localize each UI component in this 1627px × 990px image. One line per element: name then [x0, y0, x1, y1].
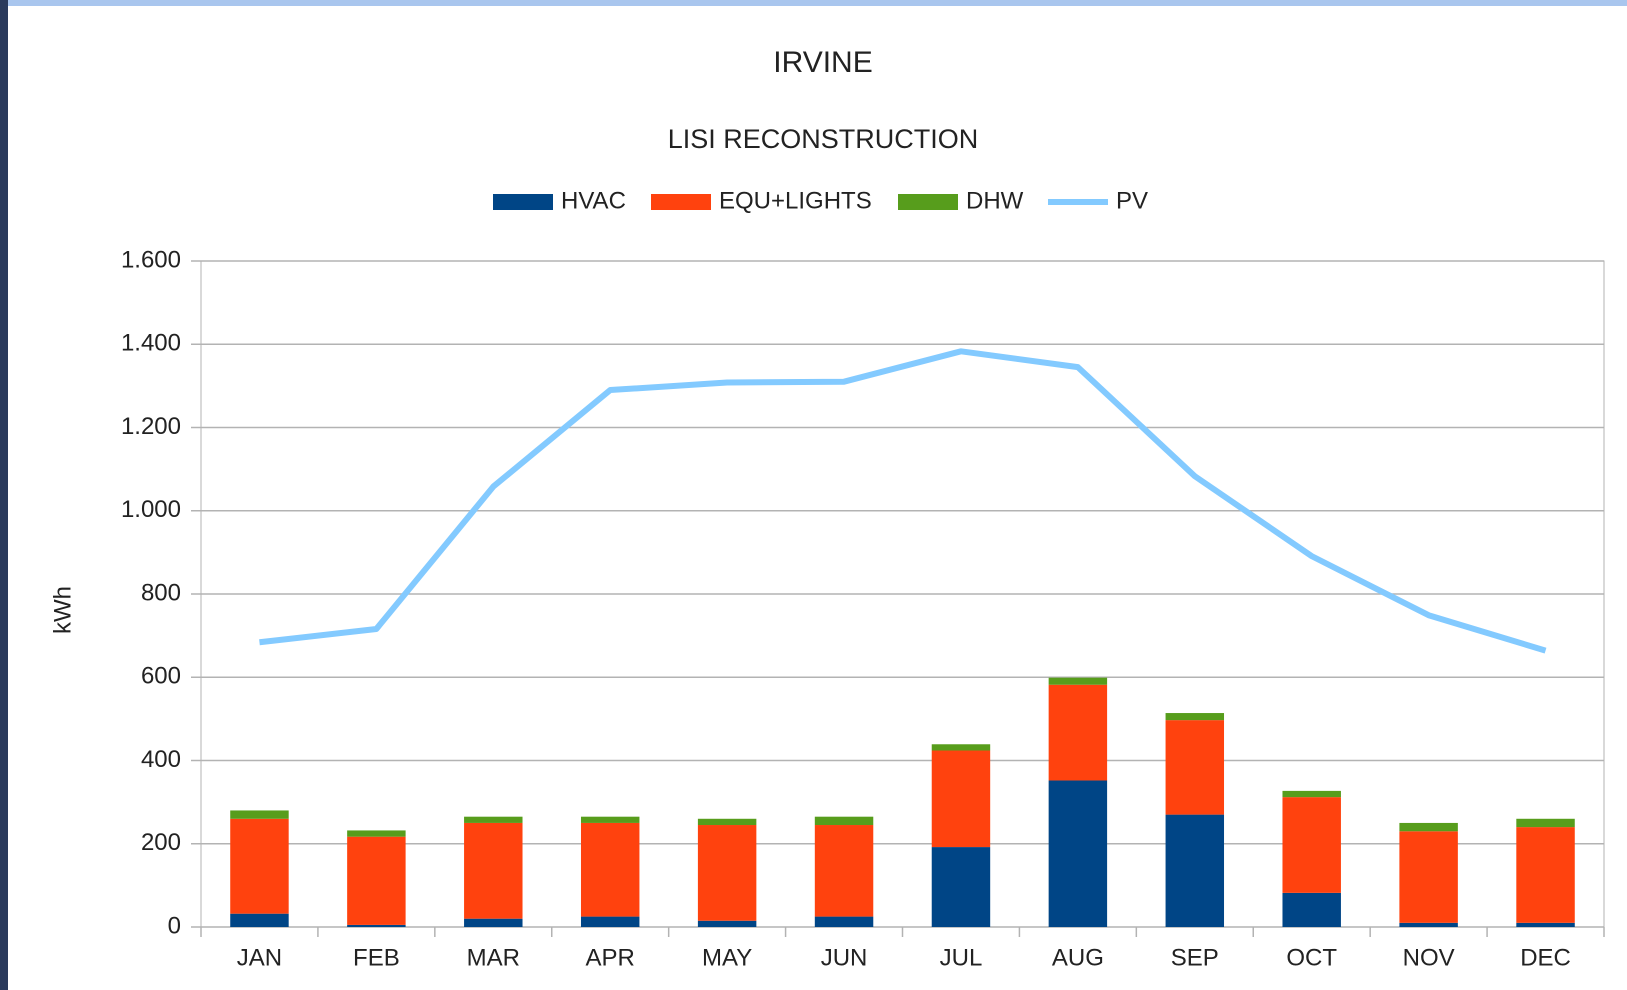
bar — [230, 818, 289, 914]
bar — [1516, 922, 1575, 927]
bar — [347, 836, 406, 925]
legend-label: PV — [1116, 187, 1148, 214]
line — [259, 348, 1547, 654]
x-tick-label: APR — [586, 944, 635, 971]
bar — [1048, 684, 1108, 781]
bar — [697, 825, 757, 921]
bar — [697, 818, 757, 826]
legend-label: EQU+LIGHTS — [719, 187, 872, 214]
x-tick-label: MAR — [467, 944, 520, 971]
bar — [230, 913, 289, 927]
x-tick-label: OCT — [1286, 944, 1337, 971]
bar — [1048, 780, 1108, 927]
chart-title: IRVINE — [773, 46, 872, 79]
x-tick-label: FEB — [353, 944, 400, 971]
bar — [1165, 713, 1225, 721]
bar — [230, 810, 289, 819]
bar — [931, 750, 991, 848]
x-tick-label: NOV — [1403, 944, 1455, 971]
bar — [464, 816, 523, 823]
y-tick-label: 600 — [141, 663, 181, 690]
y-tick-label: 1.600 — [121, 246, 181, 273]
bar — [1282, 797, 1341, 893]
bar — [1282, 790, 1341, 798]
bar — [1399, 922, 1458, 927]
bar — [931, 744, 991, 751]
x-tick-label: JUN — [821, 944, 868, 971]
y-tick-label: 800 — [141, 579, 181, 606]
y-tick-label: 1.200 — [121, 413, 181, 440]
bar — [814, 816, 874, 826]
y-tick-label: 1.400 — [121, 330, 181, 357]
bar — [347, 924, 406, 927]
legend-swatch — [493, 194, 553, 210]
bar — [464, 822, 523, 919]
y-tick-label: 1.000 — [121, 496, 181, 523]
bar — [814, 825, 874, 917]
y-tick-label: 200 — [141, 829, 181, 856]
bar — [580, 916, 640, 927]
bar — [1399, 822, 1458, 832]
bar — [1048, 677, 1108, 685]
y-axis-label: kWh — [49, 586, 76, 634]
frame-top — [0, 0, 1627, 6]
bar — [1516, 818, 1575, 828]
bar — [1165, 720, 1225, 815]
y-tick-label: 0 — [168, 912, 181, 939]
bar — [464, 918, 523, 927]
bar — [1516, 827, 1575, 923]
legend-label: DHW — [966, 187, 1024, 214]
bar — [697, 920, 757, 927]
legend-label: HVAC — [561, 187, 626, 214]
bar — [931, 847, 991, 927]
x-tick-label: MAY — [702, 944, 752, 971]
bar — [347, 830, 406, 837]
legend-swatch — [651, 194, 711, 210]
x-tick-label: JUL — [940, 944, 983, 971]
bar — [1165, 814, 1225, 927]
x-tick-label: JAN — [237, 944, 282, 971]
y-tick-label: 400 — [141, 746, 181, 773]
bar — [1282, 892, 1341, 927]
bar — [580, 816, 640, 823]
x-tick-label: DEC — [1520, 944, 1571, 971]
legend-swatch — [898, 194, 958, 210]
chart-subtitle: LISI RECONSTRUCTION — [668, 124, 979, 154]
x-tick-label: SEP — [1171, 944, 1219, 971]
frame-left — [0, 0, 8, 990]
bar — [580, 822, 640, 917]
bar — [1399, 831, 1458, 923]
x-tick-label: AUG — [1052, 944, 1104, 971]
bar — [814, 916, 874, 927]
